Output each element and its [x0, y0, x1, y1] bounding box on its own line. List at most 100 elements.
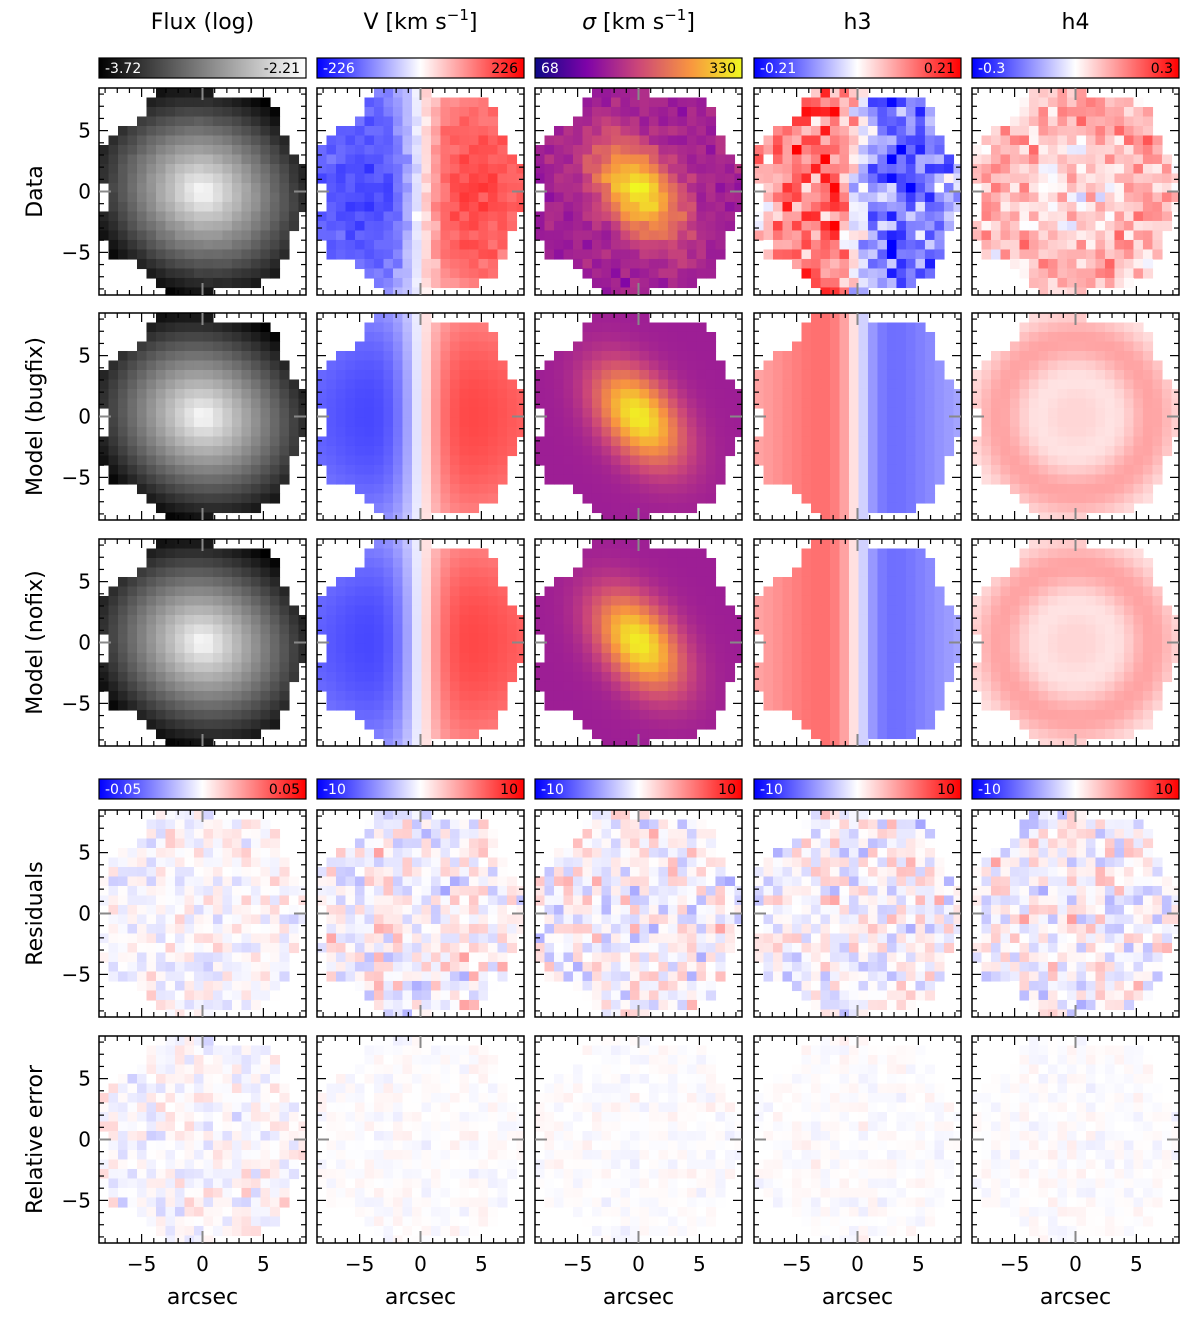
map-pixel — [212, 277, 224, 289]
map-pixel — [572, 249, 584, 260]
map-pixel — [250, 192, 262, 203]
map-pixel — [487, 144, 499, 156]
map-pixel — [345, 182, 356, 194]
map-pixel — [108, 182, 119, 194]
map-pixel — [981, 239, 992, 251]
map-pixel — [99, 173, 110, 184]
map-pixel — [222, 455, 233, 466]
map-pixel — [1133, 201, 1144, 213]
map-pixel — [896, 116, 907, 127]
map-pixel — [629, 586, 641, 597]
map-pixel — [165, 182, 176, 194]
map-pixel — [108, 595, 119, 607]
map-pixel — [203, 97, 214, 108]
map-pixel — [563, 163, 574, 175]
map-pixel — [383, 426, 394, 438]
map-pixel — [1076, 154, 1087, 165]
map-pixel — [877, 182, 888, 194]
map-pixel — [1133, 379, 1144, 390]
map-pixel — [535, 595, 546, 607]
map-pixel — [1123, 154, 1135, 165]
map-pixel — [99, 681, 110, 692]
map-pixel — [658, 557, 669, 569]
map-pixel — [667, 728, 679, 740]
map-pixel — [117, 633, 129, 645]
map-pixel — [1133, 220, 1144, 232]
map-pixel — [620, 106, 631, 118]
map-pixel — [667, 652, 679, 664]
map-pixel — [724, 379, 736, 390]
map-pixel — [696, 548, 707, 559]
map-pixel — [373, 445, 385, 457]
map-pixel — [696, 493, 707, 504]
map-pixel — [354, 483, 366, 495]
map-pixel — [981, 249, 992, 260]
map-pixel — [848, 154, 860, 165]
map-pixel — [487, 398, 499, 409]
map-pixel — [1095, 154, 1106, 165]
map-pixel — [402, 605, 413, 616]
map-pixel — [943, 192, 955, 203]
map-pixel — [591, 445, 603, 457]
map-pixel — [810, 116, 822, 127]
map-pixel — [610, 135, 622, 146]
map-pixel — [734, 398, 742, 409]
map-pixel — [591, 474, 603, 485]
map-pixel — [582, 154, 593, 165]
map-pixel — [886, 106, 898, 118]
map-pixel — [326, 474, 337, 485]
map-pixel — [155, 182, 167, 194]
map-pixel — [553, 595, 565, 607]
map-pixel — [127, 690, 138, 702]
map-pixel — [241, 548, 252, 559]
map-pixel — [335, 426, 347, 438]
residual-h4-colorbar-max-label: 10 — [1155, 782, 1173, 798]
map-pixel — [867, 268, 879, 279]
map-pixel — [820, 163, 831, 175]
map-pixel — [497, 614, 508, 626]
map-pixel — [373, 360, 385, 371]
map-pixel — [858, 369, 869, 381]
map-pixel — [1038, 192, 1049, 203]
map-pixel — [610, 220, 622, 232]
map-pixel — [269, 163, 281, 175]
map-pixel — [279, 144, 290, 156]
map-pixel — [734, 163, 742, 175]
map-pixel — [184, 192, 195, 203]
map-pixel — [544, 595, 555, 607]
map-pixel — [174, 97, 186, 108]
map-pixel — [421, 369, 432, 381]
map-pixel — [269, 671, 281, 683]
map-pixel — [572, 576, 584, 588]
map-pixel — [260, 614, 271, 626]
map-pixel — [279, 230, 290, 241]
map-pixel — [250, 97, 262, 108]
map-pixel — [184, 643, 195, 654]
map-pixel — [763, 211, 774, 222]
map-pixel — [905, 483, 917, 495]
map-pixel — [858, 173, 869, 184]
map-pixel — [972, 379, 983, 390]
map-pixel — [497, 192, 508, 203]
map-pixel — [354, 173, 366, 184]
map-pixel — [449, 681, 461, 692]
map-pixel — [1057, 474, 1068, 485]
map-pixel — [639, 681, 650, 692]
map-pixel — [658, 445, 669, 457]
map-pixel — [411, 341, 423, 352]
map-pixel — [620, 671, 631, 683]
map-pixel — [193, 643, 205, 654]
map-pixel — [829, 436, 841, 447]
map-pixel — [165, 313, 176, 324]
map-pixel — [601, 135, 612, 146]
map-pixel — [506, 614, 518, 626]
map-pixel — [1057, 322, 1068, 333]
map-pixel — [572, 586, 584, 597]
map-pixel — [639, 407, 650, 419]
map-pixel — [478, 652, 489, 664]
map-pixel — [155, 671, 167, 683]
map-pixel — [715, 700, 726, 711]
map-pixel — [1133, 322, 1144, 333]
map-pixel — [231, 192, 243, 203]
map-pixel — [1038, 369, 1049, 381]
